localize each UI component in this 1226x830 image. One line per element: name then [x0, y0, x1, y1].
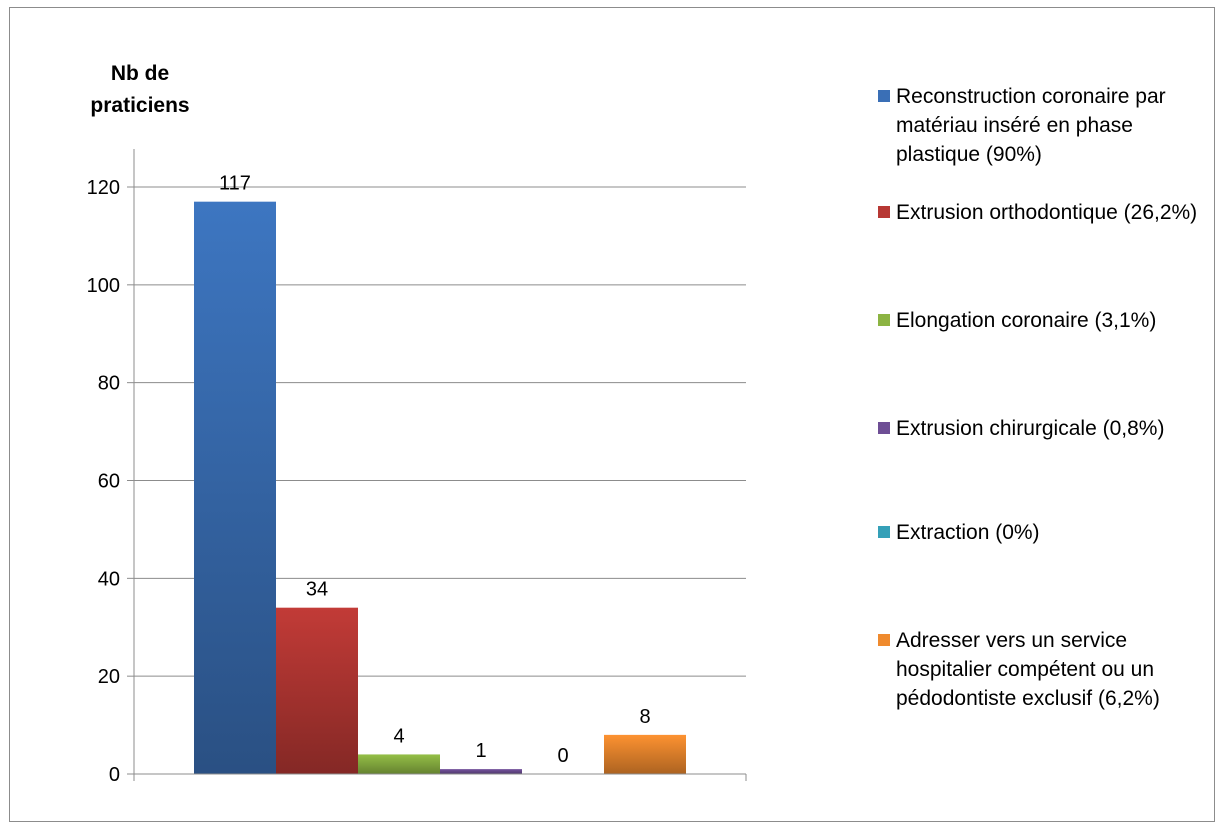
legend-label: Extraction (0%): [896, 521, 1040, 544]
legend-item: Reconstruction coronaire par matériau in…: [878, 82, 1218, 169]
bar: [194, 201, 276, 775]
bar: [604, 734, 686, 774]
bar: [358, 754, 440, 774]
chart-frame: 117 34 4 1 0 8 0 20 40 60 80 100 120 Nb de praticie…: [9, 7, 1215, 822]
legend-item: Elongation coronaire (3,1%): [878, 306, 1218, 335]
data-label: 4: [393, 725, 404, 747]
legend-item: Extraction (0%): [878, 518, 1218, 547]
legend-swatch: [878, 206, 890, 218]
bar: [440, 769, 522, 774]
data-label: 8: [639, 706, 650, 728]
y-tick-label: 100: [87, 275, 120, 297]
legend-item: Adresser vers un service hospitalier com…: [878, 626, 1218, 713]
y-tick-label: 20: [98, 666, 120, 688]
y-tick-label: 40: [98, 568, 120, 590]
data-label: 34: [306, 579, 328, 601]
legend-item: Extrusion orthodontique (26,2%): [878, 198, 1218, 227]
legend-swatch: [878, 90, 890, 102]
legend-label: Extrusion chirurgicale (0,8%): [896, 417, 1165, 440]
legend-label: Adresser vers un service hospitalier com…: [896, 629, 1160, 710]
legend-label: Reconstruction coronaire par matériau in…: [896, 85, 1166, 166]
y-axis-title: Nb de praticiens: [90, 62, 190, 117]
y-tick-label: 0: [109, 764, 120, 786]
data-label: 1: [475, 740, 486, 762]
y-tick-label: 120: [87, 177, 120, 199]
legend-swatch: [878, 526, 890, 538]
data-label: 117: [219, 173, 251, 195]
legend-label: Extrusion orthodontique (26,2%): [896, 201, 1198, 224]
legend-item: Extrusion chirurgicale (0,8%): [878, 414, 1218, 443]
data-label: 0: [557, 745, 568, 767]
bar: [276, 607, 358, 774]
bar-chart: 117 34 4 1 0 8 0 20 40 60 80 100 120: [87, 149, 747, 786]
legend-swatch: [878, 314, 890, 326]
legend-swatch: [878, 634, 890, 646]
y-tick-label: 60: [98, 471, 120, 493]
legend-label: Elongation coronaire (3,1%): [896, 309, 1157, 332]
legend-swatch: [878, 422, 890, 434]
y-tick-label: 80: [98, 373, 120, 395]
